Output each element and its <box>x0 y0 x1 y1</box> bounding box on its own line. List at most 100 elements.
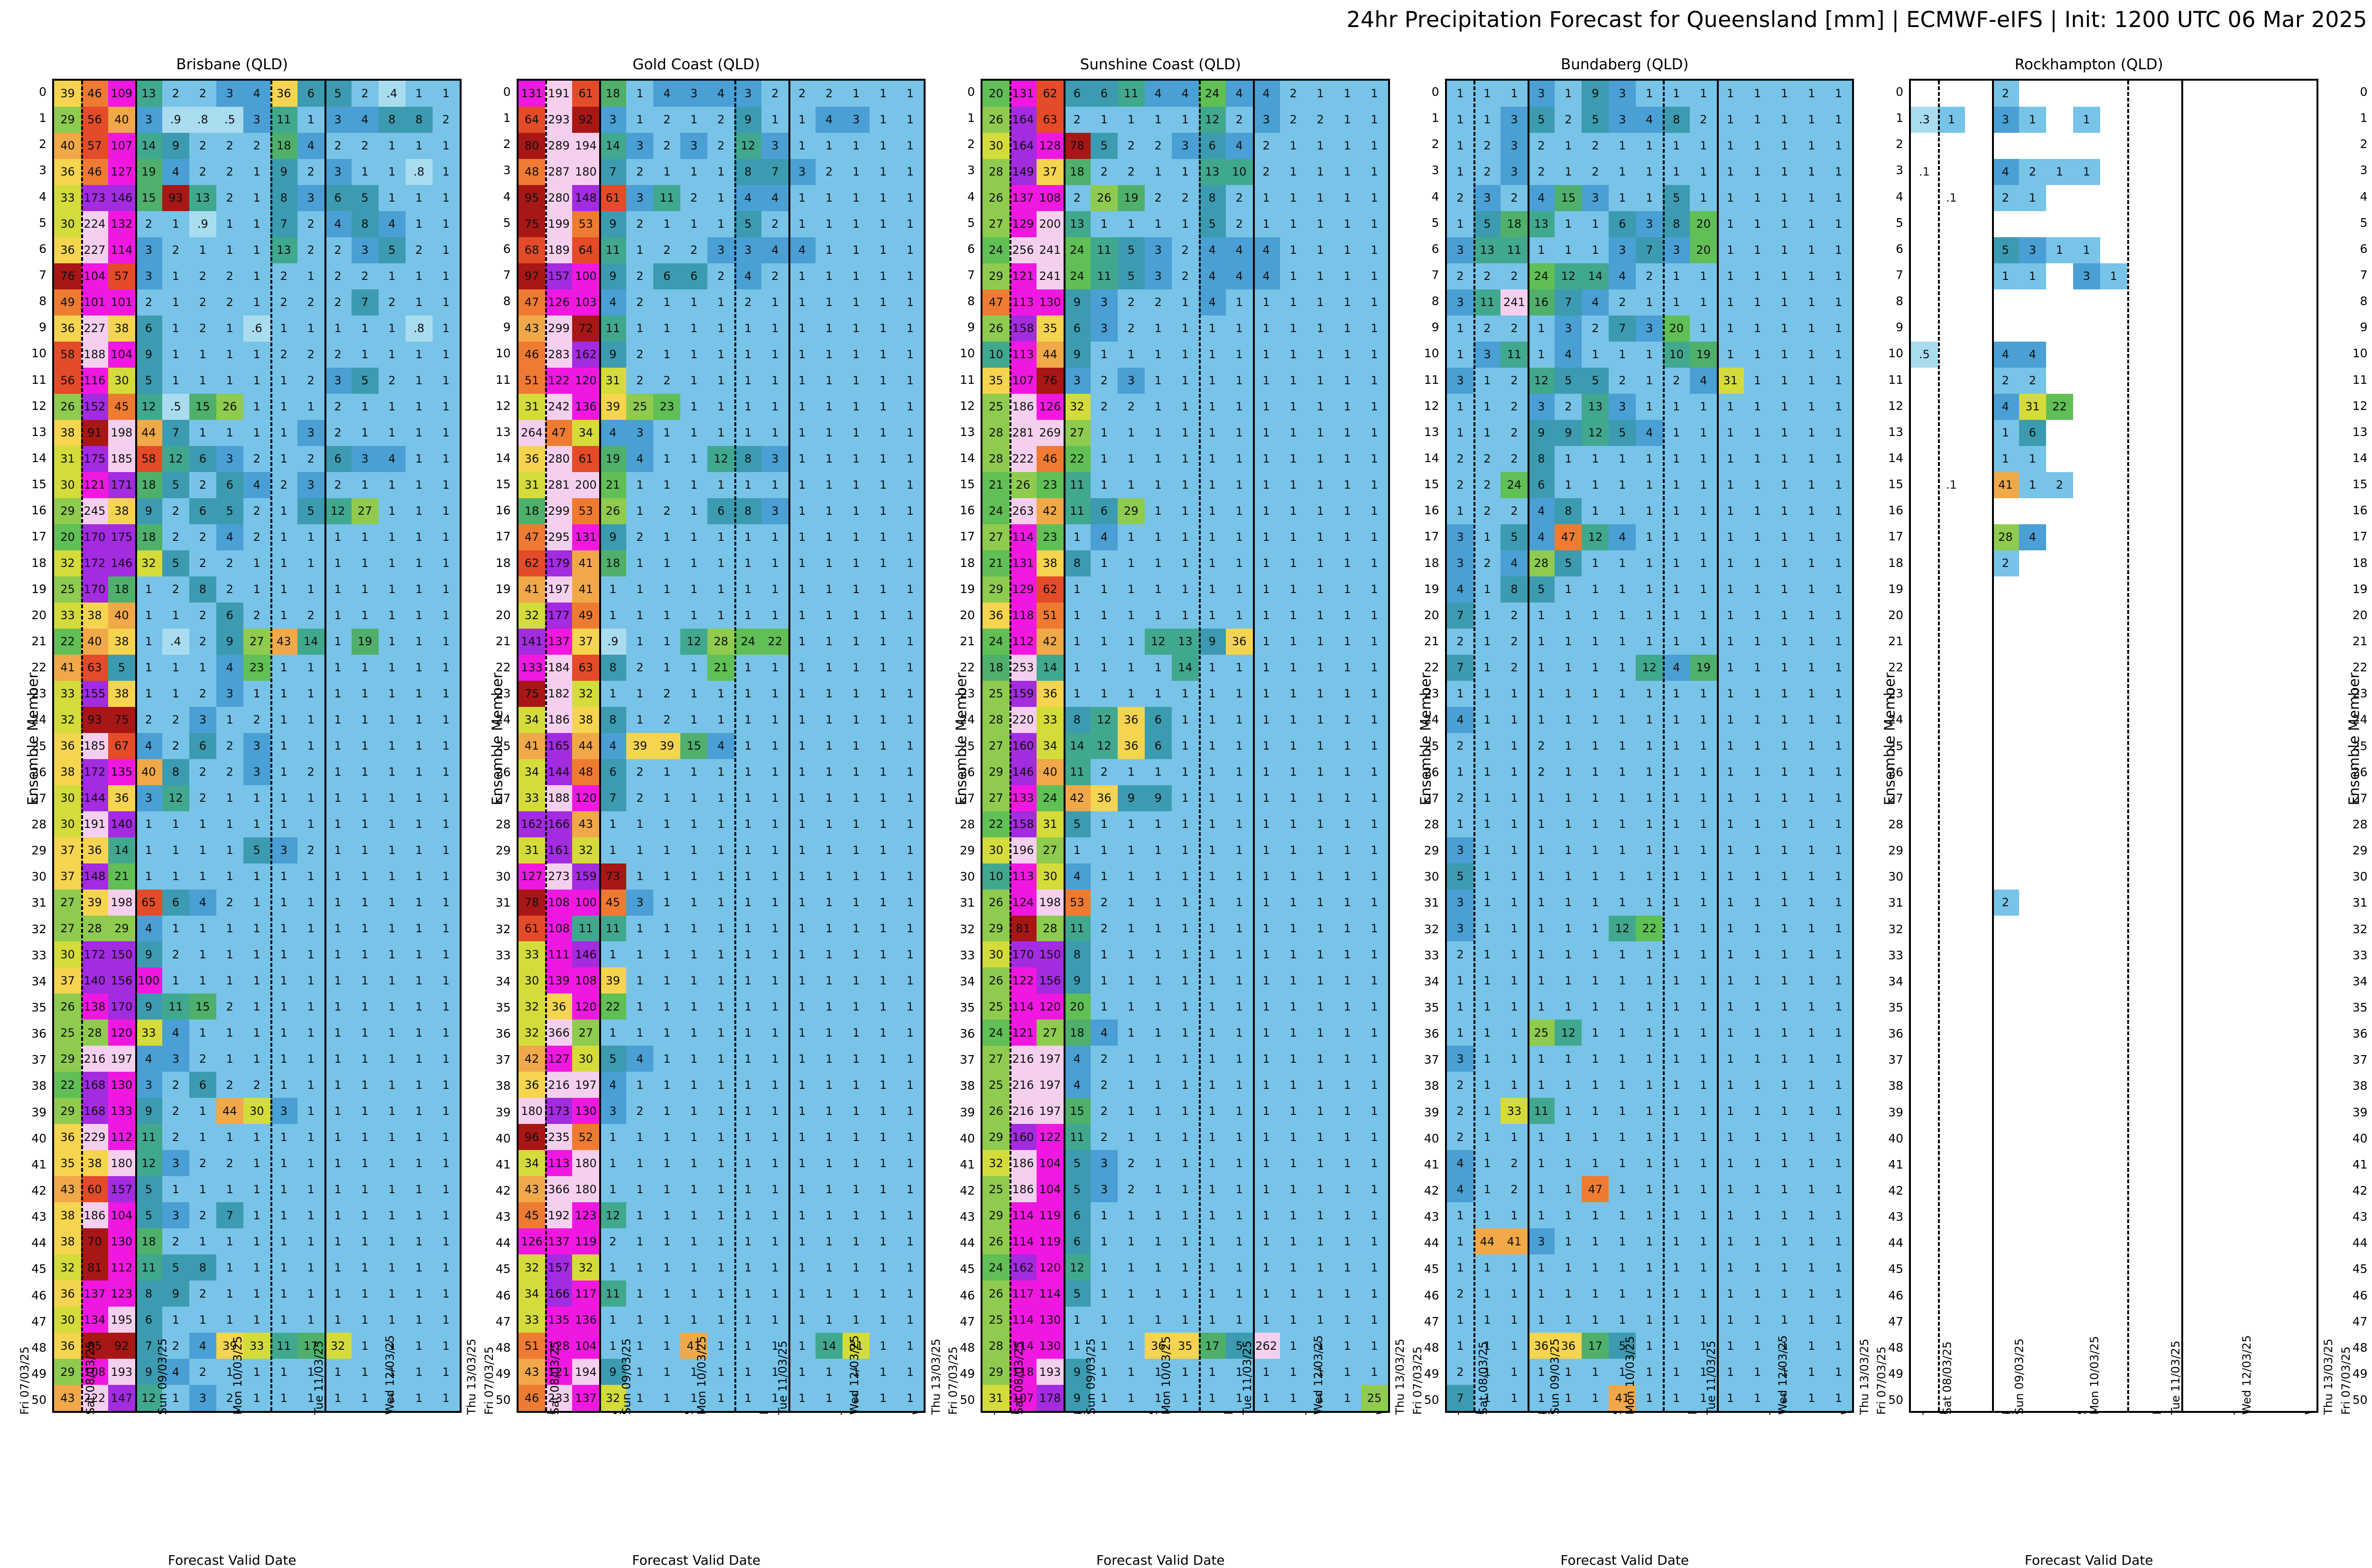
heatmap-cell[interactable]: 2 <box>216 759 243 785</box>
heatmap-cell[interactable]: 1 <box>815 237 843 263</box>
heatmap-cell[interactable]: 2 <box>1091 916 1118 942</box>
heatmap-cell[interactable]: 1 <box>1199 941 1226 967</box>
heatmap-cell[interactable] <box>1911 263 1938 289</box>
heatmap-cell[interactable]: 1 <box>1361 785 1388 811</box>
heatmap-cell[interactable] <box>2154 916 2181 942</box>
heatmap-cell[interactable]: 1 <box>897 211 924 237</box>
heatmap-cell[interactable]: 1 <box>788 941 815 967</box>
heatmap-cell[interactable]: 1 <box>1825 107 1852 133</box>
heatmap-cell[interactable]: 2 <box>297 759 324 785</box>
heatmap-cell[interactable]: 1 <box>1825 576 1852 603</box>
heatmap-cell[interactable]: 1 <box>843 811 870 837</box>
heatmap-cell[interactable]: 1 <box>2019 472 2046 498</box>
heatmap-cell[interactable] <box>2262 1385 2289 1411</box>
heatmap-cell[interactable]: 1 <box>1825 785 1852 811</box>
heatmap-cell[interactable]: 2 <box>1091 368 1118 394</box>
heatmap-cell[interactable]: 1 <box>162 916 189 942</box>
heatmap-cell[interactable] <box>1965 681 1992 707</box>
heatmap-cell[interactable]: 3 <box>270 1098 297 1124</box>
heatmap-cell[interactable]: 1 <box>843 785 870 811</box>
heatmap-cell[interactable]: 1 <box>216 368 243 394</box>
heatmap-cell[interactable]: 1 <box>1280 315 1307 342</box>
heatmap-cell[interactable]: 1 <box>1555 811 1582 837</box>
heatmap-cell[interactable]: 1 <box>1609 733 1636 759</box>
heatmap-cell[interactable] <box>2127 681 2154 707</box>
heatmap-cell[interactable]: 5 <box>1582 107 1609 133</box>
heatmap-cell[interactable]: 1 <box>1307 1176 1334 1202</box>
heatmap-cell[interactable]: 3 <box>1609 107 1636 133</box>
heatmap-cell[interactable] <box>1938 967 1965 993</box>
heatmap-cell[interactable]: 1 <box>1771 1072 1798 1098</box>
heatmap-cell[interactable] <box>2208 1176 2235 1202</box>
heatmap-cell[interactable]: 9 <box>1064 289 1091 315</box>
heatmap-cell[interactable]: 1 <box>1091 811 1118 837</box>
heatmap-cell[interactable]: 1 <box>1609 342 1636 368</box>
heatmap-cell[interactable]: 5 <box>1609 420 1636 446</box>
heatmap-cell[interactable]: 1 <box>1636 1202 1663 1228</box>
heatmap-cell[interactable]: 1 <box>1199 1202 1226 1228</box>
heatmap-cell[interactable]: 1 <box>1528 1202 1555 1228</box>
heatmap-cell[interactable]: 140 <box>81 967 108 993</box>
heatmap-cell[interactable] <box>1965 1254 1992 1280</box>
heatmap-cell[interactable]: 36 <box>545 993 572 1020</box>
heatmap-cell[interactable]: 1 <box>788 315 815 342</box>
heatmap-cell[interactable]: 1 <box>189 837 216 863</box>
heatmap-cell[interactable]: 1 <box>1555 863 1582 890</box>
heatmap-cell[interactable]: 1 <box>406 1254 433 1280</box>
heatmap-cell[interactable] <box>2127 837 2154 863</box>
heatmap-cell[interactable]: 1 <box>1744 1046 1771 1072</box>
heatmap-cell[interactable] <box>2208 1333 2235 1359</box>
heatmap-cell[interactable]: 1 <box>1145 1020 1172 1046</box>
heatmap-cell[interactable] <box>2046 629 2073 655</box>
heatmap-cell[interactable] <box>2154 811 2181 837</box>
heatmap-cell[interactable]: 1 <box>815 420 843 446</box>
heatmap-cell[interactable]: 1 <box>707 185 734 211</box>
heatmap-cell[interactable]: 1 <box>870 159 897 185</box>
heatmap-cell[interactable]: 1 <box>815 863 843 890</box>
heatmap-cell[interactable]: 1 <box>1172 394 1199 420</box>
heatmap-cell[interactable]: 175 <box>108 524 135 550</box>
heatmap-cell[interactable]: 61 <box>599 185 626 211</box>
heatmap-cell[interactable]: 1 <box>707 1072 734 1098</box>
heatmap-cell[interactable] <box>2019 993 2046 1020</box>
heatmap-cell[interactable]: 2 <box>297 342 324 368</box>
heatmap-cell[interactable]: 1 <box>788 133 815 159</box>
heatmap-cell[interactable]: 1 <box>788 1072 815 1098</box>
heatmap-cell[interactable]: 1 <box>1690 1098 1717 1124</box>
heatmap-cell[interactable]: 1 <box>1334 524 1361 550</box>
heatmap-cell[interactable]: 1 <box>1307 237 1334 263</box>
heatmap-cell[interactable]: 1 <box>1473 916 1501 942</box>
heatmap-cell[interactable]: 1 <box>297 1254 324 1280</box>
heatmap-cell[interactable]: 2 <box>1172 237 1199 263</box>
heatmap-cell[interactable] <box>2046 1254 2073 1280</box>
heatmap-cell[interactable] <box>1911 1228 1938 1254</box>
heatmap-cell[interactable]: 1 <box>626 1280 653 1307</box>
heatmap-cell[interactable] <box>1938 811 1965 837</box>
heatmap-cell[interactable]: 1 <box>680 107 707 133</box>
heatmap-cell[interactable]: 1 <box>653 837 680 863</box>
heatmap-cell[interactable]: 101 <box>81 289 108 315</box>
heatmap-cell[interactable]: 4 <box>761 185 788 211</box>
heatmap-cell[interactable]: 1 <box>788 733 815 759</box>
heatmap-cell[interactable]: 1 <box>297 1307 324 1333</box>
heatmap-cell[interactable]: 1 <box>1744 368 1771 394</box>
heatmap-cell[interactable]: 1 <box>653 1254 680 1280</box>
heatmap-cell[interactable]: 1 <box>653 1333 680 1359</box>
heatmap-cell[interactable] <box>1965 916 1992 942</box>
heatmap-cell[interactable]: 2 <box>162 81 189 107</box>
heatmap-cell[interactable] <box>2289 603 2316 629</box>
heatmap-cell[interactable] <box>1938 1098 1965 1124</box>
heatmap-cell[interactable] <box>1965 524 1992 550</box>
heatmap-cell[interactable]: 3 <box>680 81 707 107</box>
heatmap-cell[interactable]: 9 <box>1199 629 1226 655</box>
heatmap-cell[interactable]: 1 <box>1307 1202 1334 1228</box>
heatmap-cell[interactable] <box>2154 941 2181 967</box>
heatmap-cell[interactable]: 4 <box>1064 1046 1091 1072</box>
heatmap-cell[interactable]: 1 <box>1473 941 1501 967</box>
heatmap-cell[interactable] <box>2073 1046 2100 1072</box>
heatmap-cell[interactable]: 5 <box>162 1254 189 1280</box>
heatmap-cell[interactable] <box>2019 1254 2046 1280</box>
heatmap-cell[interactable] <box>1911 1280 1938 1307</box>
heatmap-cell[interactable] <box>2127 1176 2154 1202</box>
heatmap-cell[interactable]: 4 <box>243 81 270 107</box>
